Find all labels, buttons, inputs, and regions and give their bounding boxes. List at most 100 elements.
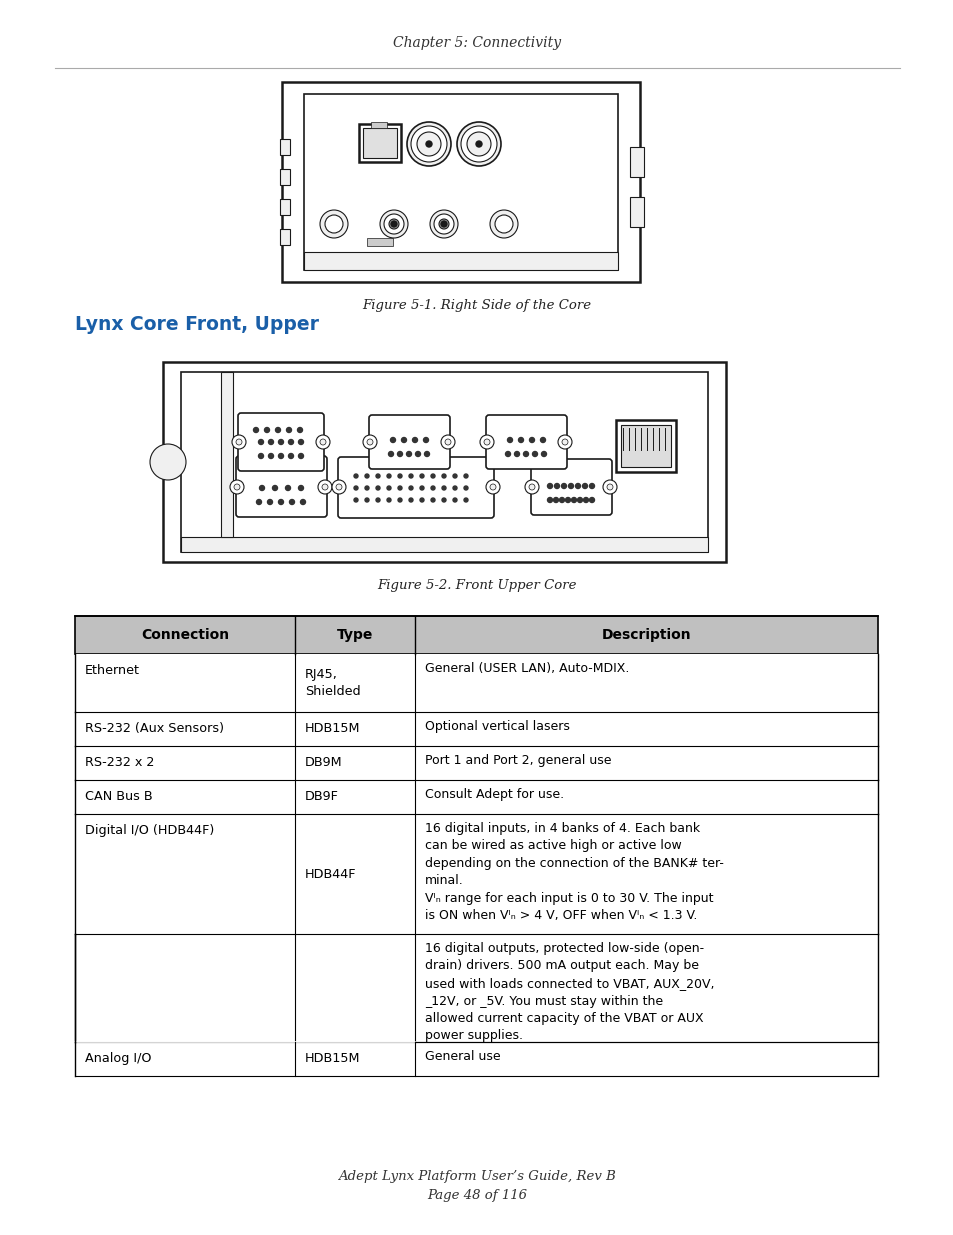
Circle shape xyxy=(467,132,491,156)
Circle shape xyxy=(365,474,369,478)
Circle shape xyxy=(419,498,423,501)
Circle shape xyxy=(317,480,332,494)
Circle shape xyxy=(319,210,348,238)
Text: Analog I/O: Analog I/O xyxy=(85,1052,152,1065)
Text: Digital I/O (HDB44F): Digital I/O (HDB44F) xyxy=(85,824,214,837)
Circle shape xyxy=(397,498,401,501)
Circle shape xyxy=(289,499,294,505)
Circle shape xyxy=(322,484,328,490)
Circle shape xyxy=(430,210,457,238)
Circle shape xyxy=(268,453,274,458)
Circle shape xyxy=(275,427,280,432)
Circle shape xyxy=(365,498,369,501)
Circle shape xyxy=(476,141,481,147)
Text: 16 digital outputs, protected low-side (open-
drain) drivers. 500 mA output each: 16 digital outputs, protected low-side (… xyxy=(424,942,714,1042)
Text: Ethernet: Ethernet xyxy=(85,664,140,677)
Circle shape xyxy=(485,480,499,494)
Circle shape xyxy=(434,214,454,233)
Circle shape xyxy=(523,452,528,457)
Circle shape xyxy=(397,452,402,457)
Text: Chapter 5: Connectivity: Chapter 5: Connectivity xyxy=(393,36,560,49)
Bar xyxy=(75,713,877,746)
Circle shape xyxy=(416,452,420,457)
Circle shape xyxy=(558,498,564,503)
Circle shape xyxy=(529,484,535,490)
Circle shape xyxy=(440,435,455,450)
Circle shape xyxy=(411,126,447,162)
Circle shape xyxy=(529,437,534,442)
Circle shape xyxy=(514,452,519,457)
Circle shape xyxy=(547,498,552,503)
Bar xyxy=(221,372,233,537)
Circle shape xyxy=(286,427,292,432)
Circle shape xyxy=(463,474,468,478)
Circle shape xyxy=(441,487,446,490)
FancyBboxPatch shape xyxy=(369,415,450,469)
Bar xyxy=(367,238,393,246)
Circle shape xyxy=(354,474,357,478)
Circle shape xyxy=(297,427,302,432)
Circle shape xyxy=(463,498,468,501)
Circle shape xyxy=(554,483,558,489)
Circle shape xyxy=(416,132,440,156)
Circle shape xyxy=(267,499,273,505)
Circle shape xyxy=(256,499,261,505)
Circle shape xyxy=(568,483,573,489)
Circle shape xyxy=(354,498,357,501)
Circle shape xyxy=(300,499,305,505)
Text: Optional vertical lasers: Optional vertical lasers xyxy=(424,720,569,734)
Text: General use: General use xyxy=(424,1050,500,1063)
Bar xyxy=(181,537,707,552)
Circle shape xyxy=(479,435,494,450)
Bar xyxy=(371,122,387,128)
Text: Type: Type xyxy=(336,629,373,642)
Circle shape xyxy=(298,440,303,445)
Circle shape xyxy=(495,215,513,233)
Circle shape xyxy=(575,483,579,489)
Circle shape xyxy=(456,122,500,165)
Bar xyxy=(181,372,707,552)
Circle shape xyxy=(438,219,449,228)
Circle shape xyxy=(561,438,567,445)
Bar xyxy=(75,1042,877,1076)
Circle shape xyxy=(390,437,395,442)
Circle shape xyxy=(589,498,594,503)
Bar xyxy=(280,199,290,215)
Text: RS-232 x 2: RS-232 x 2 xyxy=(85,756,154,769)
Text: Adept Lynx Platform User’s Guide, Rev B: Adept Lynx Platform User’s Guide, Rev B xyxy=(337,1170,616,1183)
Circle shape xyxy=(230,480,244,494)
Circle shape xyxy=(409,487,413,490)
Text: RJ45,
Shielded: RJ45, Shielded xyxy=(305,668,360,698)
Circle shape xyxy=(547,483,552,489)
Circle shape xyxy=(298,453,303,458)
Circle shape xyxy=(397,487,401,490)
Bar xyxy=(304,252,618,270)
Circle shape xyxy=(507,437,512,442)
Circle shape xyxy=(589,483,594,489)
Circle shape xyxy=(288,453,294,458)
Circle shape xyxy=(315,435,330,450)
Circle shape xyxy=(463,487,468,490)
Circle shape xyxy=(401,437,406,442)
Circle shape xyxy=(571,498,576,503)
Circle shape xyxy=(577,498,582,503)
Circle shape xyxy=(367,438,373,445)
Circle shape xyxy=(583,498,588,503)
Bar xyxy=(75,616,877,655)
Circle shape xyxy=(298,485,303,490)
Text: Page 48 of 116: Page 48 of 116 xyxy=(427,1189,526,1202)
Circle shape xyxy=(288,440,294,445)
Bar xyxy=(363,128,396,158)
Circle shape xyxy=(268,440,274,445)
Circle shape xyxy=(524,480,538,494)
Circle shape xyxy=(419,487,423,490)
Circle shape xyxy=(453,474,456,478)
Circle shape xyxy=(325,215,343,233)
Circle shape xyxy=(426,141,432,147)
Circle shape xyxy=(397,474,401,478)
Bar xyxy=(282,82,639,282)
Circle shape xyxy=(387,474,391,478)
Circle shape xyxy=(483,438,490,445)
Circle shape xyxy=(285,485,291,490)
Circle shape xyxy=(375,487,379,490)
